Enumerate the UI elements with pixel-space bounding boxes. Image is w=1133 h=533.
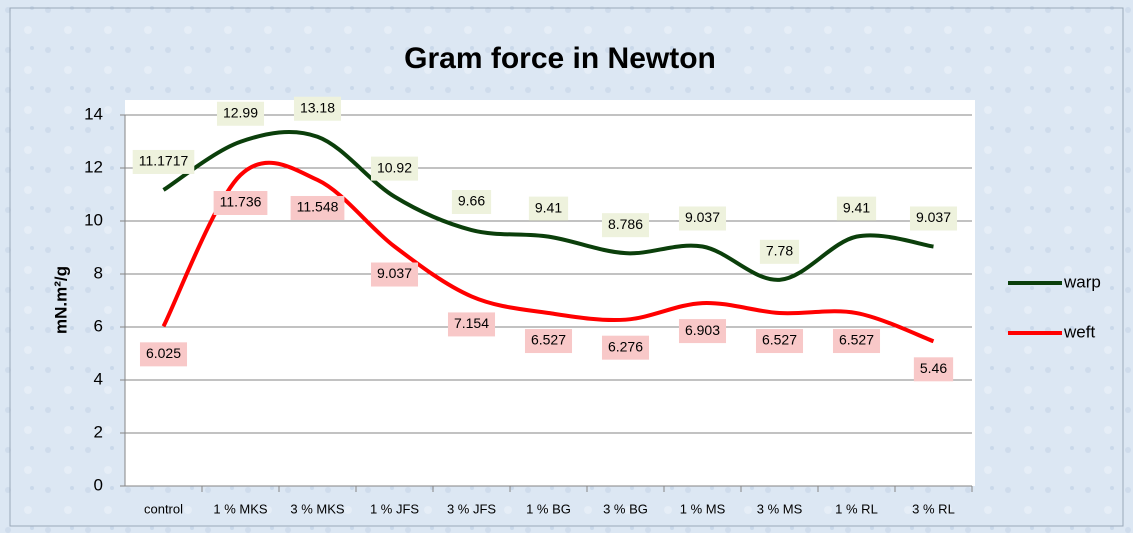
plot-area <box>125 100 975 486</box>
data-label: 6.527 <box>839 332 874 348</box>
data-label: 6.527 <box>531 332 566 348</box>
data-label: 9.66 <box>458 193 485 209</box>
data-label: 9.037 <box>685 209 720 225</box>
data-label-box <box>909 206 958 231</box>
data-label-box <box>290 195 345 220</box>
data-label: 6.025 <box>146 345 181 361</box>
x-tick-label: 1 % RL <box>835 501 878 516</box>
x-tick-label: 3 % JFS <box>447 501 496 516</box>
data-label: 5.46 <box>920 360 947 376</box>
data-label-box <box>678 206 727 231</box>
data-label: 7.78 <box>766 243 793 259</box>
data-label-box <box>139 342 188 367</box>
data-label-box <box>524 329 573 354</box>
data-label: 6.276 <box>608 338 643 354</box>
data-label: 7.154 <box>454 315 489 331</box>
data-label-box <box>293 96 342 121</box>
y-tick-label: 8 <box>94 263 103 282</box>
data-label-box <box>528 196 569 221</box>
x-tick-label: 1 % JFS <box>370 501 419 516</box>
data-label-box <box>832 329 881 354</box>
data-label-box <box>213 190 268 215</box>
data-label-box <box>601 213 650 238</box>
data-label-box <box>370 156 419 181</box>
data-label: 10.92 <box>377 159 412 175</box>
data-label-box <box>913 357 954 382</box>
y-tick-label: 12 <box>84 157 103 176</box>
data-label-box <box>755 329 804 354</box>
data-label: 9.037 <box>377 265 412 281</box>
y-tick-label: 6 <box>94 316 103 335</box>
data-label-box <box>836 196 877 221</box>
chart-border <box>9 7 1124 527</box>
data-label: 11.1717 <box>139 153 189 169</box>
y-tick-label: 2 <box>94 422 103 441</box>
legend-label: warp <box>1063 272 1101 291</box>
data-label-box <box>601 335 650 360</box>
y-tick-label: 4 <box>94 369 103 388</box>
x-tick-label: 3 % RL <box>912 501 955 516</box>
x-tick-label: control <box>144 501 183 516</box>
data-label-box <box>370 262 419 287</box>
data-label-box <box>451 190 492 215</box>
data-label-box <box>759 239 800 264</box>
x-tick-label: 3 % MS <box>757 501 803 516</box>
data-label: 9.41 <box>535 199 562 215</box>
y-tick-label: 0 <box>94 475 103 494</box>
data-label: 9.037 <box>916 209 951 225</box>
data-label: 6.903 <box>685 322 720 338</box>
data-label: 11.736 <box>220 194 262 210</box>
data-label: 6.527 <box>762 332 797 348</box>
x-tick-label: 1 % MS <box>680 501 726 516</box>
x-tick-label: 3 % MKS <box>290 501 345 516</box>
data-label-box <box>678 319 727 344</box>
line-series <box>162 130 934 282</box>
legend-label: weft <box>1063 322 1095 341</box>
data-label: 9.41 <box>843 199 870 215</box>
data-label: 8.786 <box>608 216 643 232</box>
data-label-box <box>447 312 496 337</box>
y-tick-label: 14 <box>84 104 103 123</box>
line-series <box>161 160 935 344</box>
x-tick-label: 1 % MKS <box>213 501 268 516</box>
y-tick-label: 10 <box>84 210 103 229</box>
x-tick-label: 3 % BG <box>603 501 648 516</box>
data-label-box <box>216 101 265 126</box>
data-label: 11.548 <box>297 199 339 215</box>
chart-title: Gram force in Newton <box>404 42 716 75</box>
data-label-box <box>132 149 195 174</box>
x-tick-label: 1 % BG <box>526 501 571 516</box>
data-label: 13.18 <box>300 99 335 115</box>
data-label: 12.99 <box>223 104 258 120</box>
y-axis-label: mN.m²/g <box>51 266 70 334</box>
